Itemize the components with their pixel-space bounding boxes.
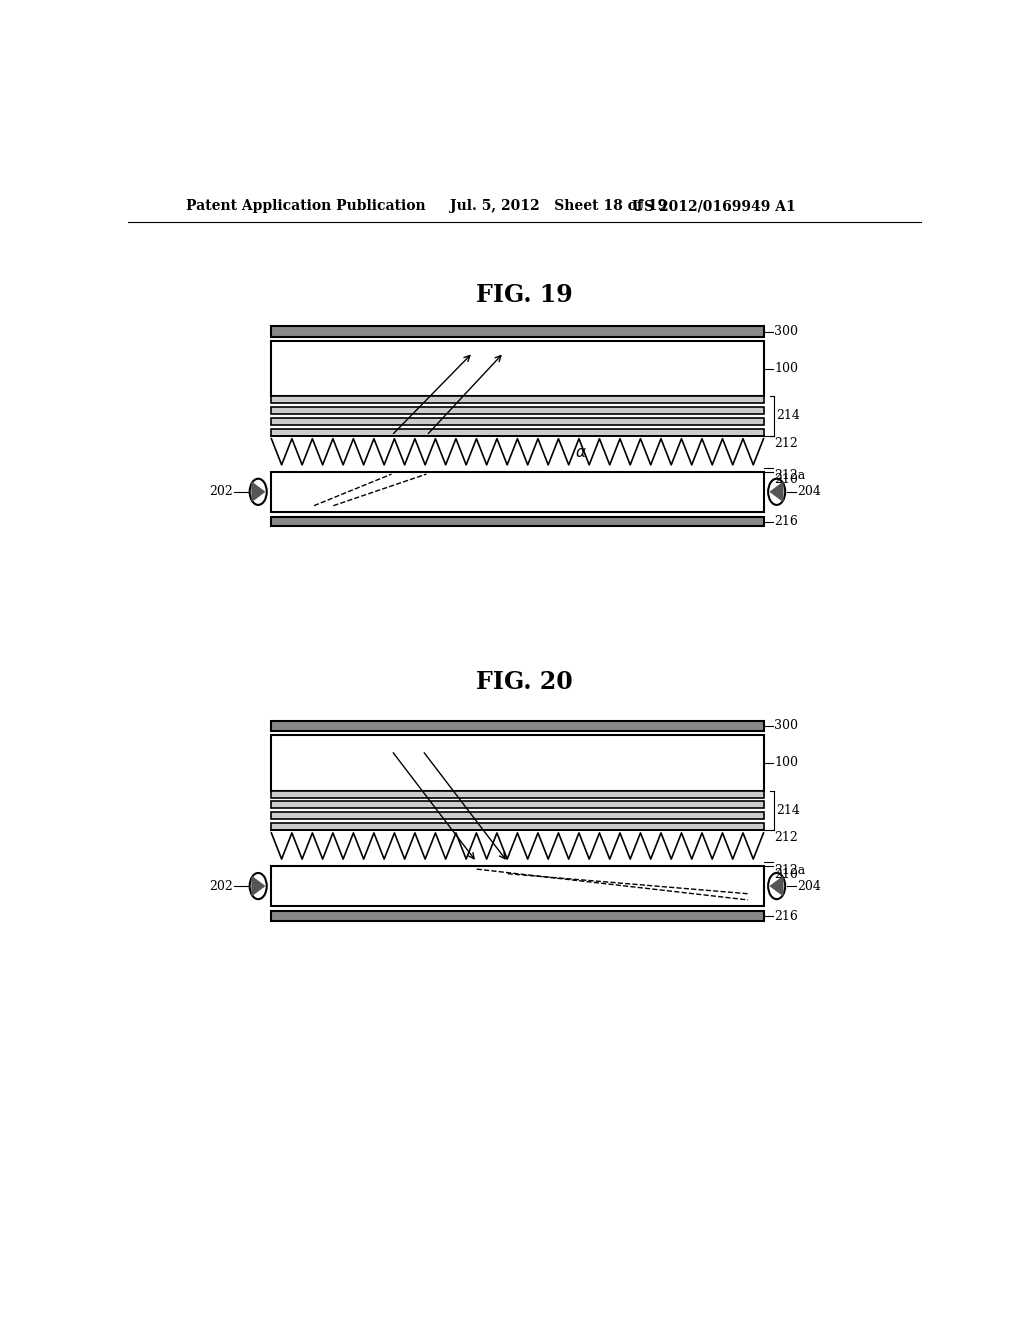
Ellipse shape [250, 873, 266, 899]
Bar [271, 801, 764, 808]
Text: FIG. 19: FIG. 19 [476, 284, 573, 308]
Text: 202: 202 [209, 486, 232, 499]
Ellipse shape [768, 873, 785, 899]
Bar [271, 418, 764, 425]
Text: 300: 300 [774, 325, 799, 338]
Text: 100: 100 [774, 756, 799, 770]
Bar [271, 721, 764, 731]
Text: US 2012/0169949 A1: US 2012/0169949 A1 [632, 199, 796, 213]
Bar [271, 341, 764, 396]
Polygon shape [252, 483, 264, 502]
Text: FIG. 20: FIG. 20 [476, 671, 573, 694]
Polygon shape [770, 483, 783, 502]
Text: 216: 216 [774, 909, 799, 923]
Bar [271, 866, 764, 906]
Text: 212: 212 [774, 832, 798, 845]
Bar [271, 407, 764, 414]
Polygon shape [770, 876, 783, 895]
Text: 100: 100 [774, 362, 799, 375]
Text: 202: 202 [209, 879, 232, 892]
Text: 212: 212 [774, 437, 798, 450]
Text: 210: 210 [774, 867, 799, 880]
Bar [271, 429, 764, 436]
Text: $\alpha$: $\alpha$ [575, 446, 588, 461]
Text: 214: 214 [776, 409, 800, 422]
Text: Jul. 5, 2012   Sheet 18 of 19: Jul. 5, 2012 Sheet 18 of 19 [450, 199, 667, 213]
Bar [271, 911, 764, 921]
Bar [271, 822, 764, 830]
Text: Patent Application Publication: Patent Application Publication [186, 199, 426, 213]
Text: 300: 300 [774, 719, 799, 733]
Bar [271, 812, 764, 818]
Bar [271, 396, 764, 404]
Text: 214: 214 [776, 804, 800, 817]
Bar [271, 471, 764, 512]
Bar [271, 326, 764, 337]
Bar [271, 791, 764, 797]
Bar [271, 517, 764, 527]
Ellipse shape [768, 479, 785, 506]
Text: 212a: 212a [774, 470, 806, 483]
Text: 204: 204 [798, 879, 821, 892]
Ellipse shape [250, 479, 266, 506]
Text: 204: 204 [798, 486, 821, 499]
Text: 216: 216 [774, 515, 799, 528]
Text: 210: 210 [774, 474, 799, 486]
Polygon shape [252, 876, 264, 895]
Bar [271, 735, 764, 791]
Text: 212a: 212a [774, 863, 806, 876]
